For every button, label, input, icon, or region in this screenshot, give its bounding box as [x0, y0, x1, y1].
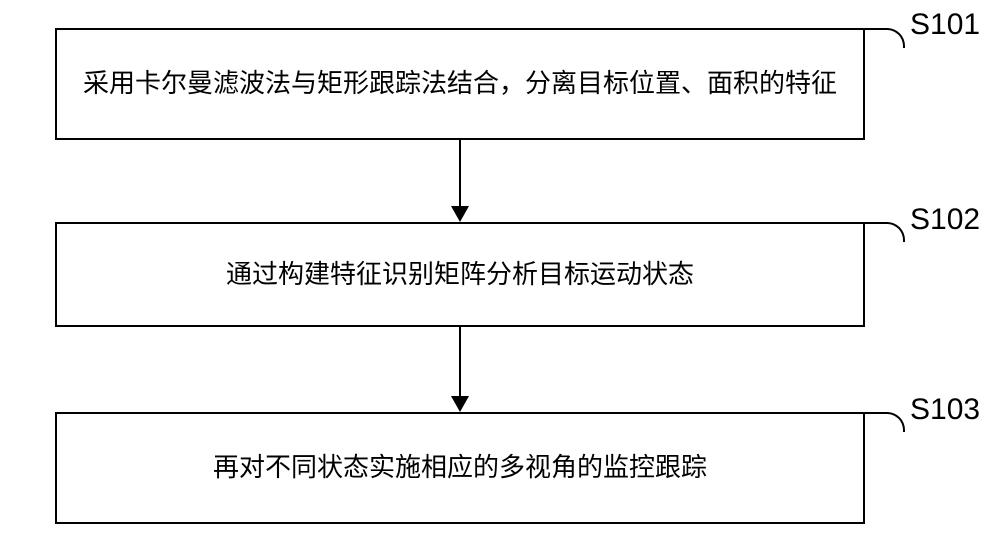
- arrow-s102-s103: [451, 327, 469, 412]
- step-label-s103: S103: [910, 393, 980, 427]
- step-box-s103: 再对不同状态实施相应的多视角的监控跟踪: [55, 412, 865, 524]
- arrow-line: [459, 140, 461, 206]
- arrow-head-icon: [451, 206, 469, 222]
- step-text-s101: 采用卡尔曼滤波法与矩形跟踪法结合，分离目标位置、面积的特征: [83, 63, 837, 105]
- step-label-s101: S101: [910, 8, 980, 42]
- step-box-s101: 采用卡尔曼滤波法与矩形跟踪法结合，分离目标位置、面积的特征: [55, 28, 865, 140]
- step-text-s103: 再对不同状态实施相应的多视角的监控跟踪: [213, 447, 707, 489]
- arrow-s101-s102: [451, 140, 469, 222]
- label-connector-s102: [865, 222, 905, 242]
- label-connector-s101: [865, 28, 905, 48]
- step-text-s102: 通过构建特征识别矩阵分析目标运动状态: [226, 254, 694, 296]
- step-box-s102: 通过构建特征识别矩阵分析目标运动状态: [55, 222, 865, 327]
- arrow-head-icon: [451, 396, 469, 412]
- flowchart-container: 采用卡尔曼滤波法与矩形跟踪法结合，分离目标位置、面积的特征 S101 通过构建特…: [0, 0, 1000, 560]
- step-label-s102: S102: [910, 203, 980, 237]
- label-connector-s103: [865, 412, 905, 432]
- arrow-line: [459, 327, 461, 396]
